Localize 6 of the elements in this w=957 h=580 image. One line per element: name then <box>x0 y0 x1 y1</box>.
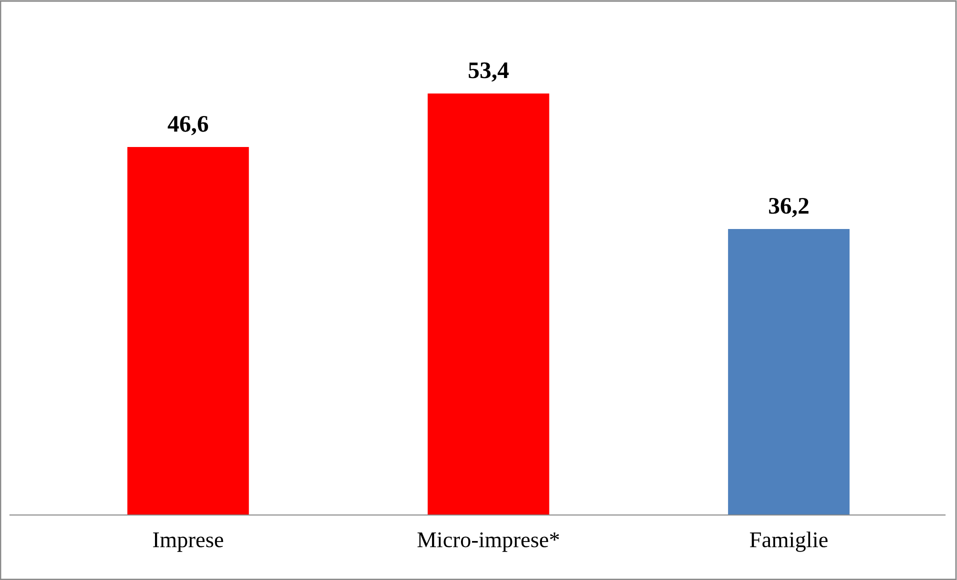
data-label: 46,6 <box>168 116 208 136</box>
data-label: 36,2 <box>769 198 808 218</box>
x-tick-label: Micro-imprese* <box>418 532 559 552</box>
x-tick-label: Famiglie <box>750 532 828 552</box>
data-label: 53,4 <box>468 62 509 82</box>
x-tick-label: Imprese <box>153 532 224 552</box>
